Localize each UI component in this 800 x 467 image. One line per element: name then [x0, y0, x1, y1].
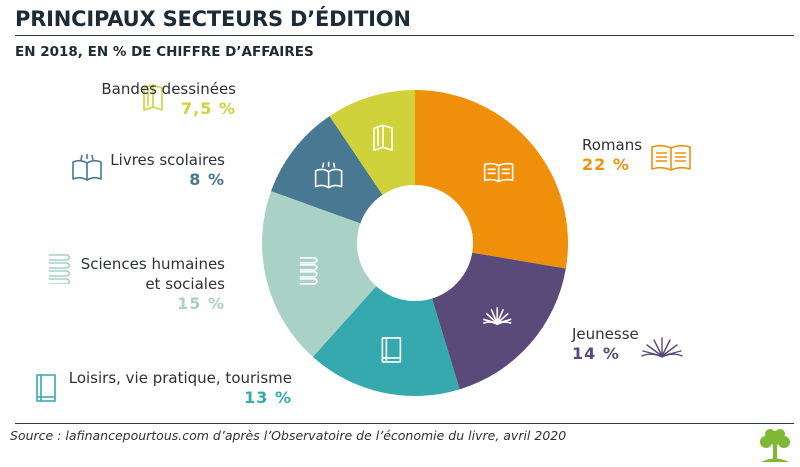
- comic-album-icon: [143, 84, 163, 111]
- footer-divider: [15, 423, 794, 424]
- donut-hole: [357, 185, 473, 301]
- label-bandes-dessinees: Bandes dessinées 7,5 %: [101, 79, 236, 119]
- sciences-value: 15 %: [177, 294, 225, 313]
- tree-logo-icon: [760, 429, 790, 462]
- slice-open-book-icon: [483, 162, 514, 183]
- slice-scolaires: [271, 116, 383, 224]
- bd-name: Bandes dessinées: [101, 80, 236, 98]
- reading-book-icon: [72, 154, 102, 181]
- open-book-icon: [651, 144, 691, 171]
- romans-value: 22 %: [582, 155, 630, 174]
- romans-name: Romans: [582, 136, 643, 154]
- sciences-name-line1: Sciences humaines: [80, 255, 225, 273]
- slice-icons: [299, 124, 514, 363]
- chart-title: PRINCIPAUX SECTEURS D’ÉDITION: [15, 7, 411, 31]
- label-jeunesse: Jeunesse 14 %: [572, 324, 639, 364]
- slice-closed-book-icon: [381, 337, 402, 363]
- stacked-books-icon: [49, 254, 71, 284]
- jeunesse-value: 14 %: [572, 344, 620, 363]
- loisirs-value: 13 %: [244, 388, 292, 407]
- scolaires-name: Livres scolaires: [110, 151, 225, 169]
- slice-stacked-books-icon: [299, 256, 318, 285]
- label-loisirs: Loisirs, vie pratique, tourisme 13 %: [69, 368, 292, 408]
- label-romans: Romans 22 %: [582, 135, 642, 175]
- pop-up-book-icon: [641, 337, 683, 358]
- loisirs-name: Loisirs, vie pratique, tourisme: [68, 369, 292, 387]
- source-note: Source : lafinancepourtous.com d’après l…: [10, 428, 567, 443]
- slice-reading-book-icon: [314, 161, 343, 189]
- jeunesse-name: Jeunesse: [572, 325, 639, 343]
- slice-pop-up-book-icon: [482, 307, 512, 326]
- slice-bd: [329, 90, 415, 195]
- label-sciences-humaines: Sciences humaines et sociales 15 %: [81, 254, 225, 314]
- chart-subtitle: EN 2018, EN % DE CHIFFRE D’AFFAIRES: [15, 44, 314, 60]
- sciences-name-line2: et sociales: [145, 275, 225, 293]
- slice-comic-album-icon: [373, 124, 393, 152]
- scolaires-value: 8 %: [189, 170, 225, 189]
- slice-sciences: [262, 191, 377, 357]
- closed-book-icon: [36, 374, 56, 402]
- bd-value: 7,5 %: [181, 99, 236, 118]
- title-divider: [15, 35, 794, 36]
- label-livres-scolaires: Livres scolaires 8 %: [110, 150, 225, 190]
